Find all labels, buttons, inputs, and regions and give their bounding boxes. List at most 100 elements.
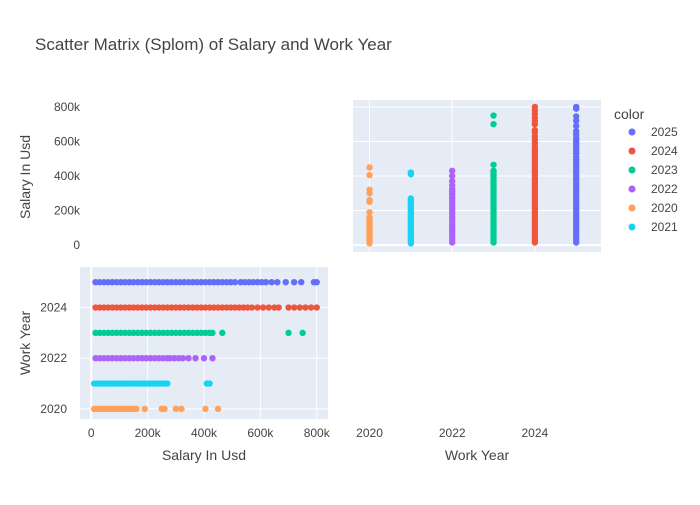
legend-label: 2024 bbox=[651, 144, 678, 158]
point-work-year-vs-salary bbox=[285, 304, 292, 311]
y-axis-title-salary: Salary In Usd bbox=[17, 135, 33, 219]
point-work-year-vs-salary bbox=[282, 279, 289, 286]
point-work-year-vs-salary bbox=[192, 355, 199, 362]
point-work-year-vs-salary bbox=[202, 405, 209, 413]
point-work-year-vs-salary bbox=[265, 304, 273, 311]
point-work-year-vs-salary bbox=[209, 355, 216, 362]
chart-title: Scatter Matrix (Splom) of Salary and Wor… bbox=[35, 35, 392, 54]
x-tick-label-salary: 800k bbox=[304, 426, 331, 440]
x-axis-title-salary: Salary In Usd bbox=[162, 447, 246, 463]
point-salary-vs-work-year bbox=[573, 127, 580, 135]
point-work-year-vs-salary bbox=[248, 304, 256, 311]
point-salary-vs-work-year bbox=[573, 122, 580, 130]
legend-marker bbox=[628, 223, 636, 231]
point-salary-vs-work-year bbox=[366, 171, 373, 179]
point-salary-vs-work-year bbox=[366, 164, 373, 171]
data-points bbox=[90, 103, 580, 413]
point-salary-vs-work-year bbox=[449, 167, 456, 175]
x-tick-label-salary: 400k bbox=[191, 426, 218, 440]
point-work-year-vs-salary bbox=[200, 355, 208, 362]
point-salary-vs-work-year bbox=[490, 112, 497, 119]
legend-label: 2022 bbox=[651, 182, 678, 196]
y-tick-label-salary: 800k bbox=[54, 100, 81, 114]
point-work-year-vs-salary bbox=[231, 279, 239, 286]
point-work-year-vs-salary bbox=[262, 279, 270, 286]
point-salary-vs-work-year bbox=[407, 195, 415, 202]
point-work-year-vs-salary bbox=[296, 304, 304, 311]
point-salary-vs-work-year bbox=[490, 167, 497, 175]
point-work-year-vs-salary bbox=[209, 329, 216, 337]
x-tick-label-work-year: 2022 bbox=[439, 426, 466, 440]
legend-label: 2025 bbox=[651, 125, 678, 139]
point-work-year-vs-salary bbox=[302, 304, 309, 311]
axis-ticks: 0 0 200k 200k 400k 400k 600k 600k 800k 800k 2020 20… bbox=[40, 100, 548, 440]
point-salary-vs-work-year bbox=[407, 169, 415, 176]
point-work-year-vs-salary bbox=[219, 329, 226, 337]
y-tick-label-salary: 0 bbox=[73, 238, 80, 252]
point-work-year-vs-salary bbox=[285, 329, 292, 337]
point-work-year-vs-salary bbox=[172, 405, 180, 413]
point-work-year-vs-salary bbox=[179, 355, 187, 362]
point-work-year-vs-salary bbox=[268, 279, 275, 286]
point-salary-vs-work-year bbox=[366, 186, 373, 194]
point-salary-vs-work-year bbox=[366, 214, 373, 221]
x-tick-label-work-year: 2024 bbox=[522, 426, 549, 440]
legend-title: color bbox=[614, 106, 645, 122]
legend-item-2020[interactable]: 2020 bbox=[628, 201, 679, 215]
legend-item-2023[interactable]: 2023 bbox=[628, 163, 679, 177]
legend-label: 2020 bbox=[651, 201, 678, 215]
y-tick-label-work-year: 2022 bbox=[40, 351, 67, 365]
point-salary-vs-work-year bbox=[366, 196, 373, 204]
point-work-year-vs-salary bbox=[298, 279, 305, 286]
point-work-year-vs-salary bbox=[178, 405, 185, 413]
legend-label: 2023 bbox=[651, 163, 678, 177]
legend-marker bbox=[628, 166, 636, 174]
legend-marker bbox=[628, 185, 636, 193]
point-salary-vs-work-year bbox=[490, 120, 497, 128]
legend-item-2021[interactable]: 2021 bbox=[628, 220, 679, 234]
point-salary-vs-work-year bbox=[490, 161, 497, 168]
legend-item-2022[interactable]: 2022 bbox=[628, 182, 679, 196]
legend-item-2025[interactable]: 2025 bbox=[628, 125, 679, 139]
legend-marker bbox=[628, 204, 636, 212]
point-salary-vs-work-year bbox=[449, 177, 456, 185]
point-salary-vs-work-year bbox=[573, 103, 580, 111]
y-tick-label-work-year: 2020 bbox=[40, 402, 67, 416]
point-salary-vs-work-year bbox=[531, 127, 539, 134]
point-work-year-vs-salary bbox=[161, 405, 168, 413]
point-work-year-vs-salary bbox=[274, 279, 281, 286]
x-tick-label-salary: 0 bbox=[88, 426, 95, 440]
point-work-year-vs-salary bbox=[164, 380, 171, 387]
point-work-year-vs-salary bbox=[275, 304, 282, 311]
point-work-year-vs-salary bbox=[313, 304, 320, 311]
point-salary-vs-work-year bbox=[573, 113, 580, 120]
x-tick-label-salary: 600k bbox=[247, 426, 274, 440]
point-work-year-vs-salary bbox=[141, 405, 149, 413]
point-work-year-vs-salary bbox=[299, 329, 306, 337]
point-salary-vs-work-year bbox=[449, 172, 456, 180]
point-work-year-vs-salary bbox=[185, 355, 192, 362]
point-work-year-vs-salary bbox=[214, 405, 222, 413]
legend[interactable]: color 2025 2024 2023 2022 2020 2021 bbox=[614, 106, 678, 234]
legend-item-2024[interactable]: 2024 bbox=[628, 144, 679, 158]
legend-marker bbox=[628, 128, 636, 136]
legend-marker bbox=[628, 147, 636, 155]
y-tick-label-work-year: 2024 bbox=[40, 301, 67, 315]
point-work-year-vs-salary bbox=[133, 405, 140, 413]
point-work-year-vs-salary bbox=[290, 304, 298, 311]
point-work-year-vs-salary bbox=[254, 304, 261, 311]
point-work-year-vs-salary bbox=[206, 380, 213, 387]
point-salary-vs-work-year bbox=[531, 103, 539, 111]
point-work-year-vs-salary bbox=[307, 304, 315, 311]
y-axis-title-work-year: Work Year bbox=[17, 311, 33, 376]
x-tick-label-work-year: 2020 bbox=[356, 426, 383, 440]
point-work-year-vs-salary bbox=[313, 279, 320, 286]
point-work-year-vs-salary bbox=[259, 304, 267, 311]
y-tick-label-salary: 600k bbox=[54, 134, 81, 148]
point-work-year-vs-salary bbox=[290, 279, 298, 286]
legend-label: 2021 bbox=[651, 220, 678, 234]
y-tick-label-salary: 200k bbox=[54, 204, 81, 218]
x-axis-title-work-year: Work Year bbox=[445, 447, 510, 463]
